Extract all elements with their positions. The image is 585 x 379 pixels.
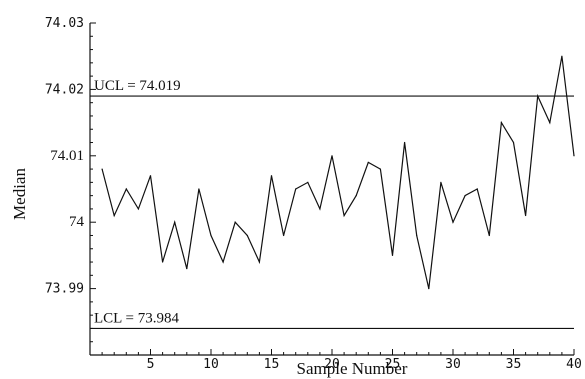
data-point — [573, 155, 575, 157]
median-series-line — [101, 56, 575, 289]
data-point — [113, 214, 115, 217]
y-tick-label: 73.99 — [45, 282, 84, 297]
plot-frame — [89, 23, 574, 356]
x-tick-label: 25 — [385, 357, 401, 372]
data-point — [137, 208, 139, 210]
data-point — [319, 208, 321, 210]
data-point — [549, 122, 551, 124]
x-tick-label: 5 — [147, 357, 155, 372]
y-axis-ticks: 73.99 74 74.01 74.02 74.03 — [45, 16, 96, 356]
y-tick-label: 74.01 — [50, 148, 84, 164]
data-point — [416, 234, 418, 237]
x-tick-label: 35 — [506, 357, 522, 372]
data-point — [283, 234, 285, 237]
data-point — [331, 155, 333, 157]
data-point — [561, 55, 563, 57]
data-point — [404, 141, 406, 144]
data-point — [258, 261, 260, 263]
data-point — [295, 188, 297, 190]
data-point — [525, 214, 527, 217]
y-axis-label: Median — [10, 168, 29, 220]
data-point — [488, 234, 490, 237]
lcl-label: LCL = 73.984 — [94, 310, 179, 326]
y-tick-label: 74 — [69, 214, 85, 230]
x-tick-label: 30 — [445, 357, 461, 372]
data-point — [476, 188, 478, 190]
data-point — [270, 175, 273, 177]
data-point — [512, 141, 515, 144]
series-layer — [101, 55, 575, 290]
x-axis-label: Sample Number — [297, 359, 408, 378]
data-point — [174, 221, 176, 223]
data-point — [101, 168, 103, 170]
x-tick-label: 40 — [566, 357, 582, 372]
x-tick-label: 10 — [203, 357, 219, 372]
data-point — [149, 175, 152, 177]
data-point — [367, 161, 369, 164]
data-point — [379, 168, 381, 170]
data-point — [440, 181, 442, 183]
data-point — [125, 188, 127, 190]
data-point — [391, 254, 394, 256]
data-point — [355, 195, 357, 197]
data-point — [452, 221, 454, 223]
data-point — [246, 234, 248, 237]
data-point — [307, 181, 309, 183]
data-point — [210, 234, 212, 237]
x-axis-ticks: 5 10 15 20 25 30 35 40 — [101, 349, 582, 372]
data-point — [343, 214, 345, 217]
ucl-label: UCL = 74.019 — [94, 78, 181, 94]
y-tick-label: 74.02 — [45, 82, 84, 97]
data-point — [162, 261, 164, 263]
data-point — [537, 95, 539, 97]
data-point — [222, 261, 224, 263]
data-point — [234, 221, 236, 223]
data-point — [500, 122, 502, 124]
data-point — [198, 188, 200, 190]
y-tick-label: 74.03 — [45, 16, 84, 31]
x-tick-label: 20 — [324, 357, 340, 372]
data-point — [464, 195, 466, 197]
x-tick-label: 15 — [264, 357, 280, 372]
control-limits: UCL = 74.019 LCL = 73.984 — [90, 78, 574, 329]
data-point — [186, 268, 188, 270]
data-point — [428, 288, 430, 290]
